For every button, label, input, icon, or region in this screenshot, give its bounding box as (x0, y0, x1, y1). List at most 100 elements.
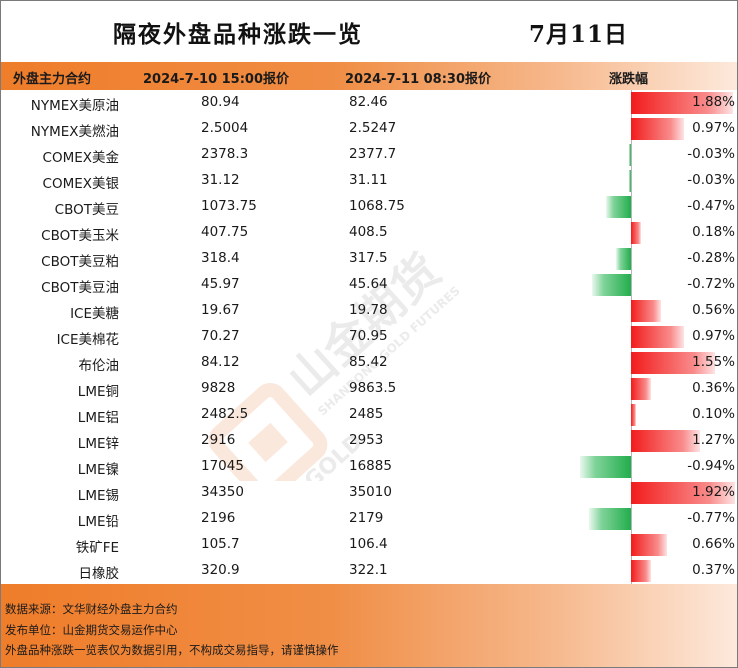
change-bar-up (631, 92, 733, 114)
change-value: -0.28% (687, 250, 735, 266)
footer-publisher: 发布单位：山金期货交易运作中心 (5, 623, 178, 637)
price-2: 19.78 (349, 302, 388, 318)
price-1: 9828 (201, 380, 236, 396)
change-value: 0.66% (692, 536, 735, 552)
footer-disclaimer: 外盘品种涨跌一览表仅为数据引用，不构成交易指导，请谨慎操作 (5, 643, 339, 657)
table-row: NYMEX美燃油 2.5004 2.5247 0.97% (1, 116, 737, 142)
contract-name: COMEX美金 (42, 150, 119, 166)
change-bar-down (592, 274, 631, 296)
table-row: CBOT美玉米 407.75 408.5 0.18% (1, 220, 737, 246)
header-change: 涨跌幅 (609, 72, 649, 87)
table-row: CBOT美豆粕 318.4 317.5 -0.28% (1, 246, 737, 272)
change-bar-down (589, 508, 631, 530)
change-bar-up (631, 430, 700, 452)
price-2: 2485 (349, 406, 384, 422)
header-price-1: 2024-7-10 15:00报价 (143, 72, 290, 87)
table-row: LME镍 17045 16885 -0.94% (1, 454, 737, 480)
contract-name: CBOT美豆粕 (41, 254, 119, 270)
price-2: 317.5 (349, 250, 388, 266)
table-row: ICE美糖 19.67 19.78 0.56% (1, 298, 737, 324)
footer-source: 数据来源：文华财经外盘主力合约 (5, 602, 178, 616)
contract-name: LME铜 (77, 384, 119, 400)
table-row: LME锡 34350 35010 1.92% (1, 480, 737, 506)
change-bar-up (631, 300, 662, 322)
change-value: 0.37% (692, 562, 735, 578)
change-bar-down (629, 144, 631, 166)
table-row: ICE美棉花 70.27 70.95 0.97% (1, 324, 737, 350)
price-2: 16885 (349, 458, 392, 474)
price-1: 80.94 (201, 94, 240, 110)
price-1: 70.27 (201, 328, 240, 344)
price-2: 2.5247 (349, 120, 397, 136)
contract-name: COMEX美银 (42, 176, 119, 192)
page-date: 7月11日 (529, 21, 629, 48)
price-2: 9863.5 (349, 380, 397, 396)
table-row: CBOT美豆 1073.75 1068.75 -0.47% (1, 194, 737, 220)
change-value: -0.72% (687, 276, 735, 292)
change-value: -0.77% (687, 510, 735, 526)
price-2: 322.1 (349, 562, 388, 578)
change-value: 0.97% (692, 120, 735, 136)
change-value: -0.94% (687, 458, 735, 474)
contract-name: CBOT美豆油 (41, 280, 119, 296)
contract-name: LME镍 (77, 462, 119, 478)
table-row: COMEX美金 2378.3 2377.7 -0.03% (1, 142, 737, 168)
price-2: 2953 (349, 432, 384, 448)
change-value: 0.97% (692, 328, 735, 344)
table-row: COMEX美银 31.12 31.11 -0.03% (1, 168, 737, 194)
change-bar-up (631, 352, 715, 374)
change-value: 1.27% (692, 432, 735, 448)
contract-name: NYMEX美原油 (30, 98, 119, 114)
contract-name: 布伦油 (78, 358, 120, 374)
price-1: 19.67 (201, 302, 240, 318)
contract-name: CBOT美玉米 (41, 228, 119, 244)
change-bar-up (631, 560, 652, 582)
table-row: CBOT美豆油 45.97 45.64 -0.72% (1, 272, 737, 298)
contract-name: 日橡胶 (78, 566, 120, 582)
price-2: 106.4 (349, 536, 388, 552)
table-row: LME锌 2916 2953 1.27% (1, 428, 737, 454)
price-1: 2378.3 (201, 146, 249, 162)
contract-name: LME铝 (77, 410, 119, 426)
table-row: LME铜 9828 9863.5 0.36% (1, 376, 737, 402)
price-2: 408.5 (349, 224, 388, 240)
change-bar-up (631, 482, 735, 504)
change-bar-up (631, 222, 641, 244)
change-bar-up (631, 326, 684, 348)
change-value: 0.56% (692, 302, 735, 318)
change-bar-down (615, 248, 631, 270)
page-title: 隔夜外盘品种涨跌一览 (113, 21, 363, 48)
price-2: 2377.7 (349, 146, 397, 162)
contract-name: LME锌 (77, 436, 119, 452)
change-value: 0.10% (692, 406, 735, 422)
price-2: 1068.75 (349, 198, 405, 214)
price-1: 105.7 (201, 536, 240, 552)
contract-name: LME锡 (77, 488, 119, 504)
price-1: 318.4 (201, 250, 240, 266)
change-value: -0.03% (687, 146, 735, 162)
change-value: -0.47% (687, 198, 735, 214)
change-bar-down (580, 456, 631, 478)
footer: 数据来源：文华财经外盘主力合约 发布单位：山金期货交易运作中心 外盘品种涨跌一览… (1, 584, 737, 667)
change-value: 1.55% (692, 354, 735, 370)
table-row: LME铝 2482.5 2485 0.10% (1, 402, 737, 428)
price-1: 2482.5 (201, 406, 249, 422)
contract-name: NYMEX美燃油 (30, 124, 119, 140)
contract-name: CBOT美豆 (54, 202, 119, 218)
price-2: 45.64 (349, 276, 388, 292)
table-header: 外盘主力合约 2024-7-10 15:00报价 2024-7-11 08:30… (1, 62, 737, 90)
table-row: 铁矿FE 105.7 106.4 0.66% (1, 532, 737, 558)
table-row: LME铅 2196 2179 -0.77% (1, 506, 737, 532)
change-value: -0.03% (687, 172, 735, 188)
price-2: 82.46 (349, 94, 388, 110)
change-value: 0.18% (692, 224, 735, 240)
header-contract: 外盘主力合约 (13, 72, 92, 87)
table-row: 布伦油 84.12 85.42 1.55% (1, 350, 737, 376)
price-1: 17045 (201, 458, 244, 474)
price-2: 2179 (349, 510, 384, 526)
change-bar-up (631, 118, 684, 140)
header-price-2: 2024-7-11 08:30报价 (345, 72, 492, 87)
change-bar-down (629, 170, 631, 192)
price-1: 31.12 (201, 172, 240, 188)
